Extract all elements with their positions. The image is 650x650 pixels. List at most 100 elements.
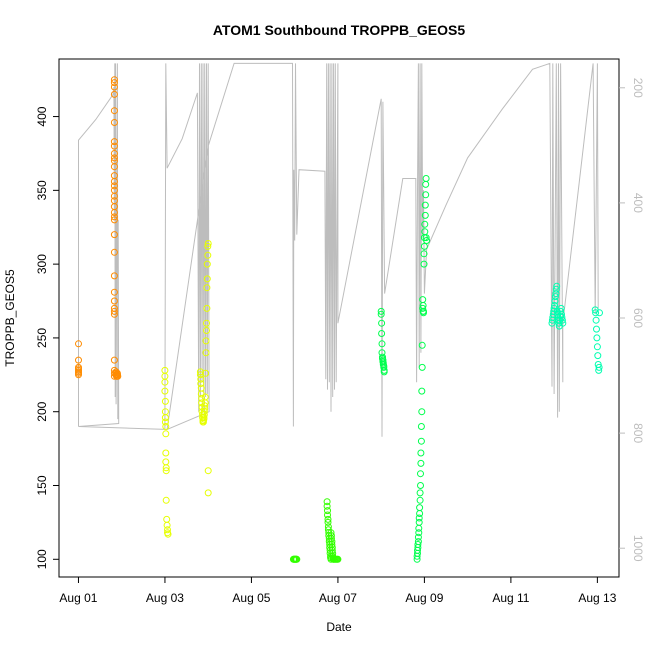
data-point [110, 248, 118, 256]
data-point [595, 366, 603, 374]
y2-tick-label: 1000 [631, 535, 645, 562]
data-point [204, 467, 212, 475]
data-point [203, 275, 211, 283]
data-point [75, 371, 82, 379]
data-point [110, 119, 118, 126]
data-point [414, 533, 422, 541]
y-axis: 100 150 200 250 300 350 400 [35, 106, 59, 569]
data-point [201, 393, 209, 401]
flight-track-line [78, 62, 599, 437]
data-point [415, 529, 423, 537]
data-point [203, 319, 210, 327]
data-point [110, 163, 118, 171]
data-point [162, 449, 170, 457]
data-point [162, 423, 170, 430]
y-tick-label: 150 [35, 475, 49, 495]
data-point [593, 334, 601, 342]
data-point [75, 356, 82, 364]
data-point [421, 201, 429, 209]
data-point [420, 260, 428, 268]
data-point [203, 327, 210, 334]
flight-track-layer [78, 62, 599, 437]
data-point [204, 251, 212, 259]
data-point [110, 138, 118, 146]
data-point [162, 496, 170, 504]
data-point [323, 502, 331, 510]
data-point [110, 150, 118, 157]
data-point [162, 458, 170, 466]
data-point [202, 369, 210, 377]
data-point [110, 79, 118, 87]
data-point [110, 90, 118, 98]
data-point [203, 284, 211, 292]
data-point [418, 387, 426, 395]
data-point [110, 297, 118, 305]
data-point [164, 526, 171, 534]
data-point [420, 250, 428, 258]
data-point [551, 302, 559, 309]
y-tick-label: 300 [35, 254, 49, 274]
data-point [422, 234, 430, 242]
data-point [417, 470, 424, 478]
data-point [110, 310, 118, 318]
data-point [552, 285, 560, 293]
series-yellow [161, 240, 212, 538]
data-point [422, 180, 430, 188]
data-point [418, 341, 426, 349]
data-point [558, 316, 566, 324]
y-tick-label: 100 [35, 549, 49, 569]
data-point [324, 511, 331, 519]
data-point [377, 310, 385, 318]
x-tick-label: Aug 01 [59, 591, 97, 605]
data-point [592, 316, 600, 324]
data-point [414, 541, 422, 548]
y2-tick-label: 400 [631, 193, 645, 213]
data-point [556, 312, 564, 320]
data-point [552, 290, 560, 298]
x-tick-label: Aug 07 [319, 591, 357, 605]
x-tick-label: Aug 11 [492, 591, 529, 605]
data-point [162, 430, 170, 438]
x-axis: Aug 01 Aug 03 Aug 05 Aug 07 Aug 09 Aug 11 Aug … [59, 576, 617, 605]
data-point [421, 211, 429, 219]
data-point [415, 518, 423, 526]
data-point [162, 467, 170, 475]
data-point [110, 192, 118, 200]
data-point [161, 418, 169, 426]
data-point [324, 515, 332, 523]
data-point [416, 510, 424, 517]
data-point [417, 449, 425, 457]
data-point [553, 282, 561, 290]
data-point [204, 489, 212, 497]
data-point [334, 555, 342, 563]
data-point [110, 216, 118, 224]
data-point [594, 352, 602, 360]
x-tick-label: Aug 09 [405, 591, 443, 605]
data-point [161, 387, 169, 395]
data-point [593, 343, 601, 351]
data-point [417, 459, 425, 467]
data-point [415, 524, 423, 532]
data-point [418, 363, 426, 371]
series-teal [548, 282, 603, 374]
data-point [551, 293, 559, 301]
data-point [417, 437, 425, 445]
x-axis-label: Date [326, 620, 352, 634]
data-point [198, 394, 206, 402]
data-point [416, 504, 424, 512]
data-point [422, 175, 430, 182]
data-point [161, 378, 169, 386]
data-point [110, 307, 118, 315]
data-point [163, 521, 171, 529]
data-point [293, 555, 301, 563]
data-point [204, 242, 212, 250]
data-point [417, 423, 425, 430]
data-point [380, 368, 388, 376]
data-point [110, 142, 118, 150]
data-point [203, 304, 211, 312]
data-point [204, 240, 212, 247]
data-point [110, 182, 118, 190]
data-point [197, 380, 205, 388]
data-point [418, 408, 426, 416]
data-point [416, 489, 424, 497]
